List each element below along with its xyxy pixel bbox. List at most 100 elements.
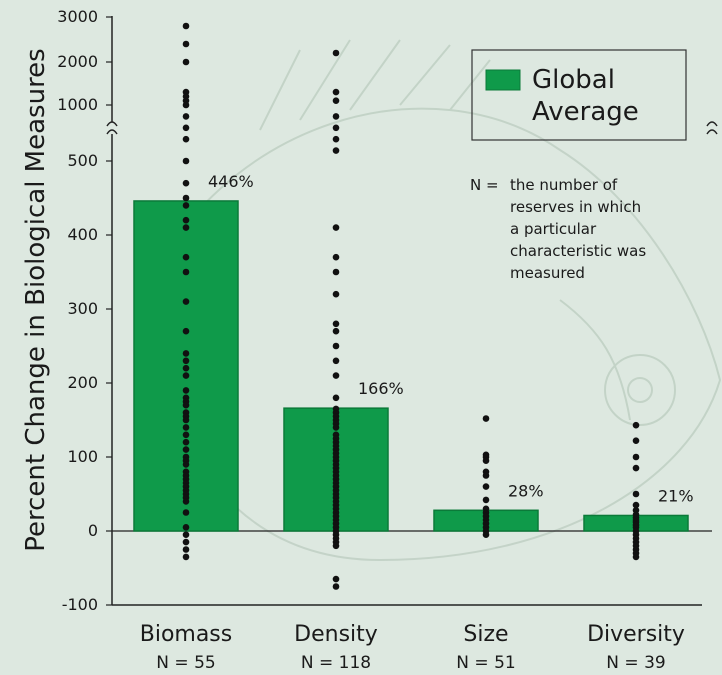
legend: Global Average: [471, 49, 687, 141]
data-points: [182, 22, 640, 590]
data-point: [332, 342, 340, 350]
data-point: [482, 472, 490, 479]
data-point: [332, 575, 340, 583]
y-tick-label: 400: [67, 225, 98, 244]
data-point: [332, 124, 340, 132]
data-point: [182, 253, 190, 261]
y-tick-label: 1000: [57, 95, 98, 114]
data-point: [182, 224, 190, 231]
axis-break-mark-right: [706, 129, 718, 135]
data-point: [182, 157, 190, 165]
value-label-biomass: 446%: [208, 172, 254, 191]
data-point: [182, 524, 190, 531]
data-point: [632, 437, 640, 445]
data-point: [182, 202, 190, 209]
data-point: [332, 372, 340, 379]
data-point: [332, 268, 340, 276]
data-point: [182, 327, 190, 335]
data-point: [482, 415, 490, 422]
data-point: [182, 372, 190, 379]
data-point: [182, 446, 190, 453]
data-point: [182, 58, 190, 66]
data-point: [182, 416, 190, 424]
category-label-diversity: Diversity: [587, 622, 685, 647]
data-point: [182, 22, 190, 30]
data-point: [332, 327, 340, 335]
category-label-size: Size: [463, 622, 508, 647]
n-label-density: N = 118: [301, 653, 371, 673]
data-point: [332, 320, 340, 328]
data-point: [182, 553, 190, 561]
data-point: [182, 135, 190, 143]
data-point: [182, 431, 190, 439]
legend-swatch: [485, 69, 521, 91]
data-point: [332, 113, 340, 120]
data-point: [182, 298, 190, 305]
data-point: [182, 546, 190, 553]
y-tick-label: -100: [62, 595, 98, 614]
note-line-4: characteristic was: [510, 242, 646, 260]
data-point: [332, 253, 340, 261]
note-line-1: the number of: [510, 176, 618, 194]
data-point: [182, 179, 190, 187]
data-point: [182, 113, 190, 120]
axis-break-mark: [106, 129, 118, 135]
n-label-size: N = 51: [456, 653, 515, 673]
data-point: [182, 194, 190, 202]
note-line-2: reserves in which: [510, 198, 641, 216]
data-point: [332, 290, 340, 298]
y-tick-label: 100: [67, 447, 98, 466]
y-tick-label: 0: [88, 521, 98, 540]
data-point: [182, 387, 190, 394]
axis-break-mark: [106, 121, 118, 127]
axis-break-mark-right: [706, 121, 718, 127]
note-line-3: a particular: [510, 220, 597, 238]
category-label-biomass: Biomass: [140, 622, 233, 647]
data-point: [332, 88, 340, 96]
data-point: [182, 509, 190, 516]
note-prefix: N =: [470, 176, 499, 194]
data-point: [182, 101, 190, 109]
data-point: [182, 438, 190, 446]
data-point: [182, 498, 190, 505]
data-point: [332, 97, 340, 104]
data-point: [332, 135, 340, 143]
data-point: [182, 350, 190, 357]
data-point: [182, 357, 190, 365]
y-tick-label: 200: [67, 373, 98, 392]
n-label-diversity: N = 39: [606, 653, 665, 673]
legend-box: [471, 49, 687, 141]
value-label-size: 28%: [508, 481, 544, 500]
data-point: [182, 40, 190, 48]
data-point: [482, 496, 490, 504]
data-point: [332, 394, 340, 402]
data-point: [332, 49, 340, 57]
data-point: [482, 483, 490, 490]
data-point: [182, 531, 190, 538]
data-point: [632, 421, 640, 429]
data-point: [332, 583, 340, 590]
data-point: [632, 553, 640, 561]
data-point: [332, 357, 340, 365]
data-point: [182, 401, 190, 409]
data-point: [182, 124, 190, 132]
legend-label-line2: Average: [532, 97, 639, 127]
data-point: [632, 501, 640, 509]
data-point: [632, 453, 640, 461]
background-fish-illustration: [138, 39, 722, 562]
data-point: [182, 268, 190, 276]
data-point: [182, 216, 190, 224]
y-axis-label: Percent Change in Biological Measures: [21, 48, 51, 551]
value-label-density: 166%: [358, 379, 404, 398]
data-point: [632, 464, 640, 472]
data-point: [482, 457, 490, 465]
data-point: [182, 461, 190, 468]
data-point: [182, 538, 190, 546]
y-tick-label: 500: [67, 151, 98, 170]
labels: -100 0 100 200 300 400 500 1000 2000 3000 446% Biom…: [57, 7, 693, 673]
data-point: [482, 531, 490, 538]
n-note: N = the number of reserves in which a pa…: [470, 176, 646, 282]
data-point: [332, 542, 340, 550]
data-point: [182, 424, 190, 431]
